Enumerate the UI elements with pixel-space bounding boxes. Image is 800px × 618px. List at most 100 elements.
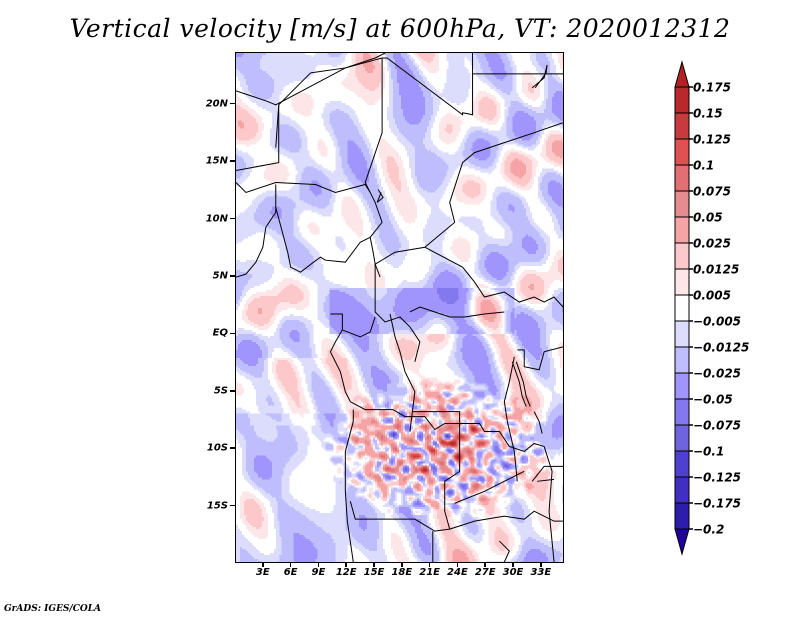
y-tick	[230, 275, 235, 277]
y-tick-label: 15N	[205, 155, 228, 167]
colorbar-label: 0.1	[693, 159, 714, 173]
colorbar-swatch	[674, 242, 690, 270]
colorbar-extend-max	[674, 60, 690, 88]
border-line	[330, 313, 376, 338]
colorbar-extend-min	[674, 528, 690, 556]
border-line	[275, 207, 326, 273]
border-line	[424, 246, 563, 308]
colorbar-swatch	[674, 164, 690, 192]
lake-outline	[376, 189, 384, 203]
border-line	[531, 465, 563, 482]
colorbar-swatch	[674, 190, 690, 218]
y-tick	[230, 102, 235, 105]
colorbar-swatch	[674, 112, 690, 140]
lake-outline	[531, 64, 548, 89]
x-tick-label: 33E	[530, 567, 552, 578]
colorbar-label: −0.025	[693, 367, 741, 381]
x-tick-label: 21E	[419, 567, 440, 578]
colorbar-swatch	[674, 372, 690, 400]
colorbar-label: 0.15	[693, 107, 723, 121]
border-line	[543, 446, 555, 562]
colorbar-swatch	[674, 216, 690, 244]
country-borders	[236, 53, 563, 562]
x-tick-label: 18E	[391, 567, 413, 578]
colorbar-label: −0.125	[693, 471, 741, 485]
lake-outline	[515, 361, 531, 407]
border-line	[389, 313, 416, 432]
colorbar-swatch	[674, 450, 690, 478]
colorbar-swatch	[674, 320, 690, 348]
colorbar-swatch	[674, 398, 690, 426]
colorbar-label: −0.0125	[693, 341, 749, 355]
x-tick	[345, 563, 347, 567]
colorbar-swatch	[674, 476, 690, 504]
y-tick-label: 15S	[206, 500, 228, 512]
border-line	[409, 306, 505, 318]
x-tick	[373, 563, 375, 567]
lake-outline	[533, 411, 543, 434]
border-line	[236, 184, 277, 278]
border-line	[517, 346, 563, 371]
colorbar-label: −0.05	[693, 393, 733, 407]
x-tick	[512, 563, 514, 567]
x-tick-label: 15E	[363, 567, 385, 578]
lake-outline	[511, 361, 527, 407]
border-line	[374, 162, 464, 265]
colorbar-swatch	[674, 502, 690, 530]
border-line	[412, 411, 461, 530]
border-line	[503, 356, 518, 482]
x-tick	[484, 563, 486, 567]
grads-credit: GrADS: IGES/COLA	[4, 604, 102, 614]
colorbar-label: −0.075	[693, 419, 741, 433]
colorbar-label: 0.175	[693, 81, 731, 95]
lake-outline	[537, 478, 555, 482]
border-line	[344, 409, 354, 562]
colorbar-label: −0.1	[693, 445, 724, 459]
x-tick	[428, 563, 431, 567]
y-tick-label: 10S	[206, 442, 228, 454]
colorbar-swatch	[674, 138, 690, 166]
border-line	[454, 470, 525, 504]
x-tick-label: 3E	[255, 567, 270, 578]
x-tick-label: 6E	[283, 567, 298, 578]
border-line	[236, 181, 371, 194]
colorbar-label: 0.0125	[693, 263, 739, 277]
border-line	[236, 53, 386, 106]
chart-title: Vertical velocity [m/s] at 600hPa, VT: 2…	[69, 14, 731, 43]
y-tick-label: EQ	[212, 327, 228, 339]
border-line	[364, 57, 383, 278]
x-tick	[317, 563, 320, 567]
colorbar-label: 0.025	[693, 237, 731, 251]
x-tick	[540, 563, 542, 567]
border-line	[329, 329, 351, 402]
y-tick-label: 10N	[205, 213, 228, 224]
colorbar-label: −0.2	[693, 523, 724, 537]
colorbar-label: 0.075	[693, 185, 731, 199]
colorbar-label: 0.125	[693, 133, 731, 147]
y-tick	[230, 447, 235, 449]
x-tick	[401, 563, 403, 567]
border-line	[462, 122, 563, 163]
border-line	[275, 104, 280, 148]
colorbar-label: −0.005	[693, 315, 741, 329]
border-line	[499, 540, 510, 562]
colorbar-label: 0.005	[693, 289, 731, 303]
y-tick	[230, 217, 235, 220]
border-line	[459, 423, 545, 452]
y-tick	[230, 390, 235, 392]
x-tick-label: 9E	[311, 567, 326, 578]
border-line	[374, 264, 421, 362]
border-line	[310, 67, 346, 74]
x-tick-label: 24E	[447, 567, 468, 578]
x-tick	[456, 563, 459, 567]
y-tick-label: 20N	[205, 98, 228, 110]
border-line	[345, 53, 474, 116]
colorbar-swatch	[674, 346, 690, 374]
y-tick	[230, 332, 235, 335]
border-line	[449, 510, 563, 530]
border-line	[349, 501, 450, 532]
colorbar-swatch	[674, 86, 690, 114]
map-plot-area	[235, 52, 564, 563]
y-tick-label: 5S	[213, 385, 228, 397]
border-line	[325, 236, 371, 263]
